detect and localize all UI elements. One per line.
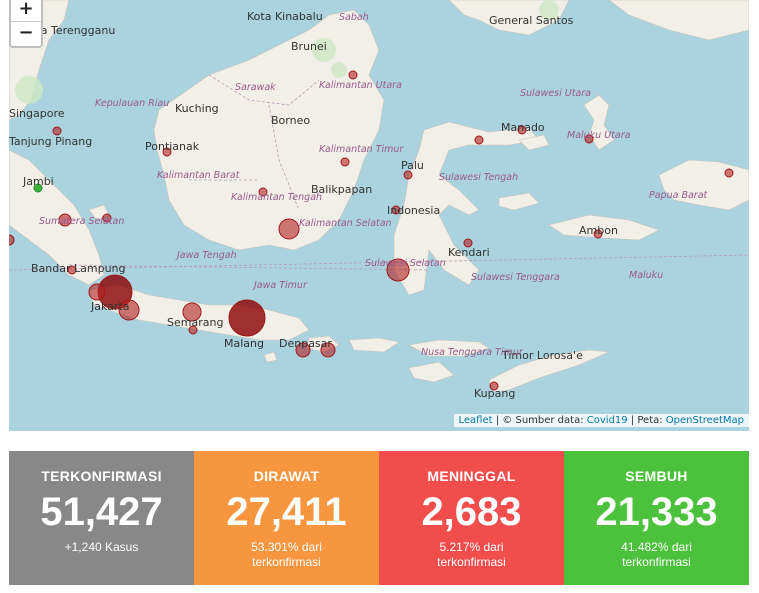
province-label: Nusa Tenggara Timur [421,347,524,358]
stat-card-confirmed: TERKONFIRMASI 51,427 +1,240 Kasus [9,451,194,585]
stat-sub: 53.301% dari terkonfirmasi [251,540,322,569]
city-label: Borneo [271,114,310,127]
city-label: Ambon [579,224,618,237]
stat-label: TERKONFIRMASI [41,468,162,484]
stat-value: 27,411 [226,490,347,534]
city-label: Palu [401,159,424,172]
city-label: Kendari [448,246,490,259]
stat-value: 2,683 [421,490,522,534]
covid19-link[interactable]: Covid19 [586,415,628,426]
province-label: Jawa Tengah [175,250,237,261]
stat-label: SEMBUH [625,468,688,484]
zoom-control: + − [9,0,43,48]
stats-panel: TERKONFIRMASI 51,427 +1,240 Kasus DIRAWA… [9,451,749,585]
province-label: Sulawesi Tengah [439,172,518,183]
city-label: Singapore [9,107,65,120]
city-label: Indonesia [387,204,440,217]
province-label: Maluku [629,270,663,281]
city-label: Semarang [167,316,223,329]
attribution-map-text: | Peta: [627,415,666,426]
province-label: Kalimantan Barat [157,170,241,181]
stat-card-recovered: SEMBUH 21,333 41.482% dari terkonfirmasi [564,451,749,585]
city-label: Balikpapan [311,183,372,196]
city-label: Jakarta [90,300,129,313]
city-label: Jambi [22,175,54,188]
province-label: Sumatera Selatan [39,216,124,227]
city-label: General Santos [489,14,574,27]
stat-card-deaths: MENINGGAL 2,683 5.217% dari terkonfirmas… [379,451,564,585]
city-label: Kota Kinabalu [247,10,323,23]
province-label: Maluku Utara [567,130,631,141]
map[interactable]: Kota Kinabalu General Santos ala Terenggan… [9,0,749,431]
city-label: Kupang [474,387,515,400]
province-label: Sabah [339,12,369,23]
province-label: Sulawesi Utara [520,88,591,99]
province-label: Kalimantan Utara [319,80,402,91]
city-label: Timor Lorosa'e [501,349,583,362]
stat-sub: +1,240 Kasus [64,540,139,554]
city-label: Bandar Lampung [31,262,126,275]
stat-sub: 41.482% dari terkonfirmasi [621,540,692,569]
province-label: Papua Barat [649,190,709,201]
city-label: Kuching [175,102,219,115]
province-label: Sulawesi Tenggara [471,272,560,283]
openstreetmap-link[interactable]: OpenStreetMap [665,415,744,426]
stat-sub: 5.217% dari terkonfirmasi [437,540,506,569]
leaflet-link[interactable]: Leaflet [458,415,493,426]
province-label: Kalimantan Selatan [299,218,392,229]
city-label: Manado [501,121,545,134]
zoom-out-button[interactable]: − [18,22,34,43]
province-label: Kalimantan Timur [319,144,404,155]
zoom-in-button[interactable]: + [11,0,41,22]
province-label: Kepulauan Riau [95,98,169,109]
stat-label: DIRAWAT [253,468,320,484]
province-label: Sarawak [235,82,276,93]
city-label: Brunei [291,40,327,53]
city-label: Malang [224,337,264,350]
city-label: ala Terengganu [31,24,115,37]
map-tiles: Kota Kinabalu General Santos ala Terenggan… [9,0,749,400]
stat-label: MENINGGAL [427,468,516,484]
stat-card-treated: DIRAWAT 27,411 53.301% dari terkonfirmas… [194,451,379,585]
city-label: Tanjung Pinang [9,135,92,148]
city-label: Pontianak [145,140,200,153]
city-label: Denpasar [279,337,332,350]
province-label: Sulawesi Selatan [365,258,446,269]
stat-value: 51,427 [40,490,163,534]
stat-value: 21,333 [595,490,718,534]
province-label: Jawa Timur [252,280,308,291]
attribution-source-text: | © Sumber data: [492,415,587,426]
map-attribution: Leaflet | © Sumber data: Covid19 | Peta:… [453,414,749,427]
province-label: Kalimantan Tengah [231,192,322,203]
